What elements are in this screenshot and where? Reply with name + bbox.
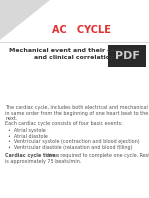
Text: and clinical correlation: and clinical correlation (34, 55, 114, 60)
Text: Mechanical event and their electrical: Mechanical event and their electrical (8, 48, 139, 53)
Text: •  Atrial diastole: • Atrial diastole (8, 133, 48, 138)
Text: time required to complete one cycle. Resting heart rate: time required to complete one cycle. Res… (46, 153, 149, 158)
Text: Each cardiac cycle consists of four basic events:: Each cardiac cycle consists of four basi… (5, 122, 123, 127)
Text: next.: next. (5, 116, 17, 121)
Text: AC   CYCLE: AC CYCLE (52, 25, 111, 35)
Polygon shape (0, 0, 50, 40)
Text: PDF: PDF (115, 51, 139, 61)
Text: •  Ventricular diastole (relaxation and blood filling): • Ventricular diastole (relaxation and b… (8, 145, 132, 149)
Text: Cardiac cycle time :: Cardiac cycle time : (5, 153, 59, 158)
Text: is approximately 75 beats/min.: is approximately 75 beats/min. (5, 159, 81, 164)
Text: The cardiac cycle, includes both electrical and mechanical events that occur: The cardiac cycle, includes both electri… (5, 105, 149, 110)
Text: in same order from the beginning of one heart beat to the beginning of the: in same order from the beginning of one … (5, 110, 149, 115)
FancyBboxPatch shape (108, 45, 146, 67)
Text: •  Ventricular systole (contraction and blood ejection): • Ventricular systole (contraction and b… (8, 139, 140, 144)
Text: •  Atrial systole: • Atrial systole (8, 128, 46, 133)
